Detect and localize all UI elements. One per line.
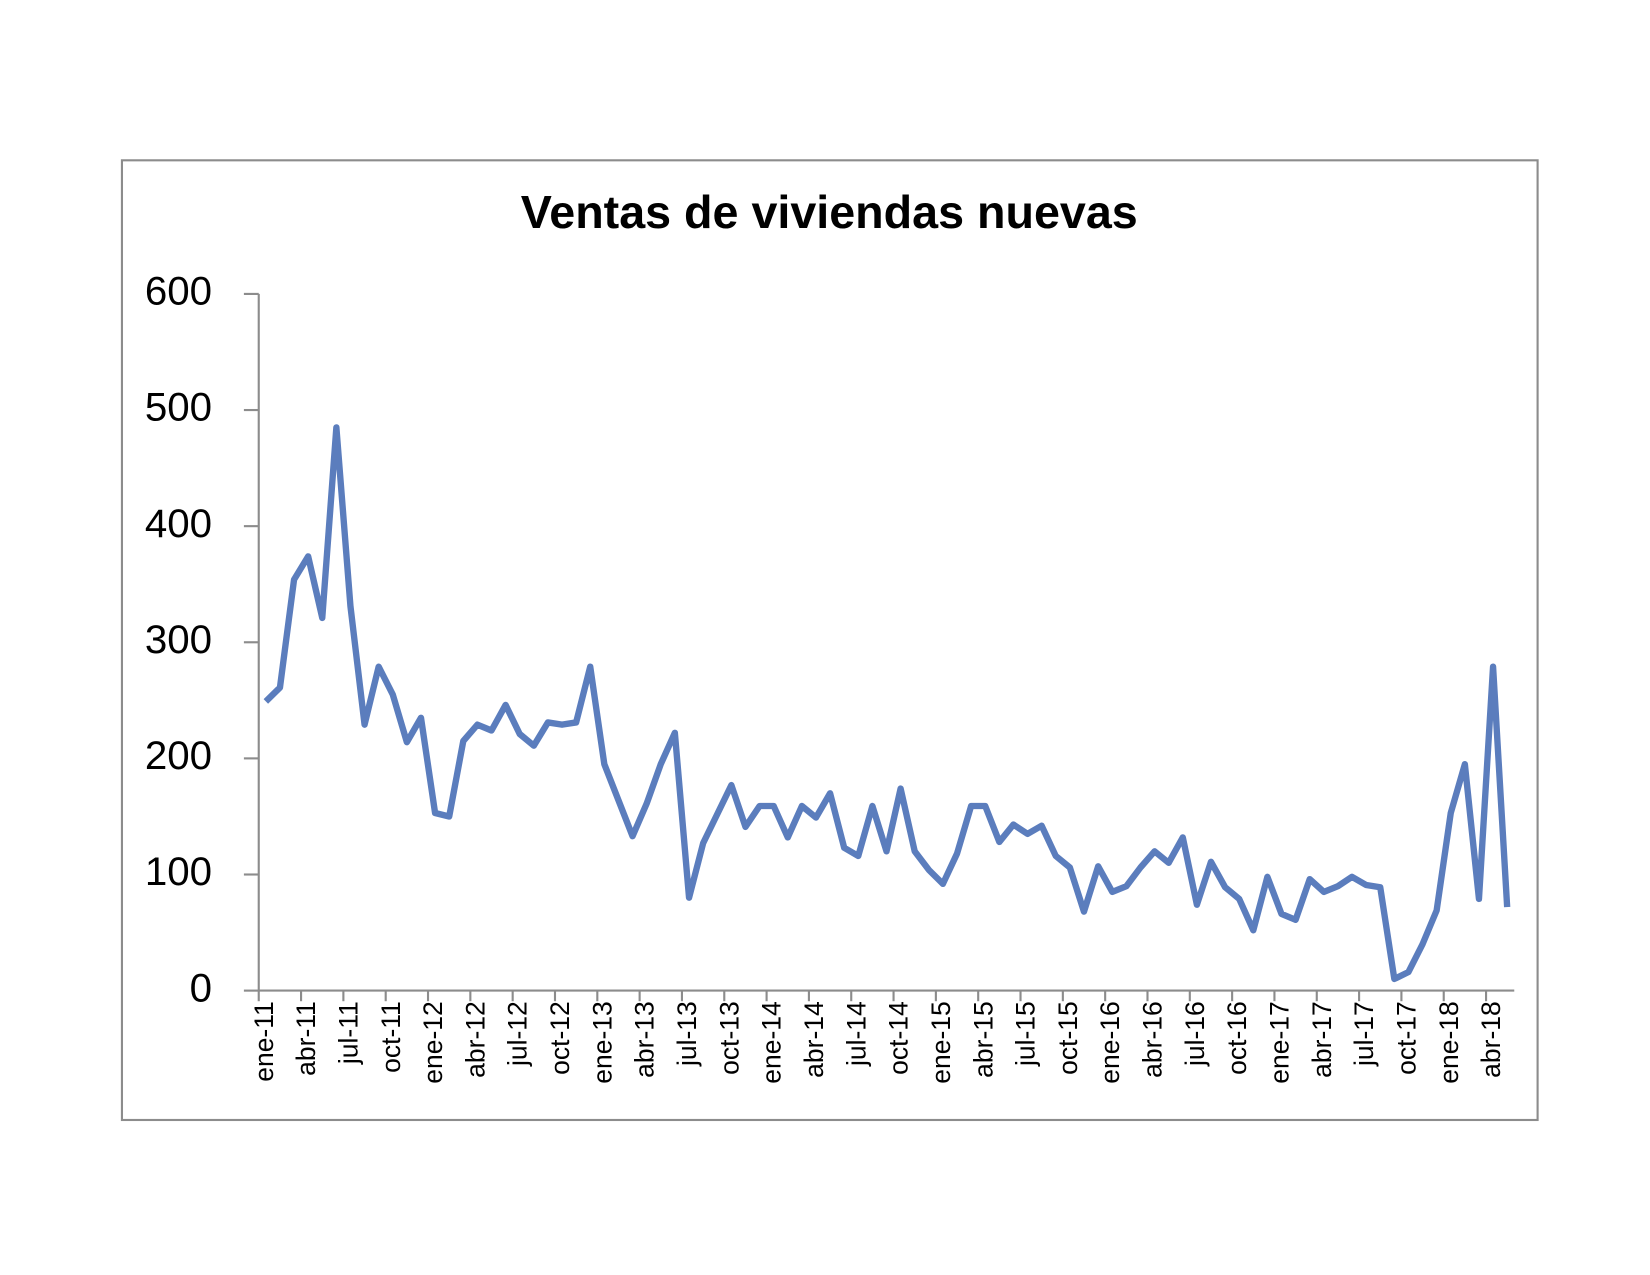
x-tick-label: ene-18 xyxy=(1434,1001,1464,1084)
x-tick-label: oct-11 xyxy=(376,1001,406,1073)
y-tick-label: 600 xyxy=(145,269,212,314)
y-tick-label: 200 xyxy=(145,733,212,778)
x-tick-label: oct-14 xyxy=(884,1001,914,1075)
x-tick-label: abr-18 xyxy=(1476,1001,1506,1078)
line-series xyxy=(263,424,1511,983)
x-tick-label: ene-12 xyxy=(418,1001,448,1084)
x-tick-label: abr-17 xyxy=(1307,1001,1337,1078)
x-tick-label: ene-15 xyxy=(926,1001,956,1084)
x-tick-label: jul-11 xyxy=(333,1001,363,1065)
x-tick-label: ene-14 xyxy=(757,1001,787,1084)
x-tick-label: oct-15 xyxy=(1053,1001,1083,1075)
y-tick-label: 300 xyxy=(145,617,212,662)
x-tick-label: abr-14 xyxy=(799,1001,829,1078)
x-tick-label: abr-13 xyxy=(630,1001,660,1078)
x-tick-label: jul-13 xyxy=(672,1001,702,1067)
x-tick-label: abr-16 xyxy=(1138,1001,1168,1078)
x-tick-label: abr-11 xyxy=(291,1001,321,1076)
y-tick-label: 500 xyxy=(145,385,212,430)
x-tick-label: oct-17 xyxy=(1391,1001,1421,1075)
x-tick-label: ene-11 xyxy=(249,1001,279,1082)
chart-title: Ventas de viviendas nuevas xyxy=(521,186,1138,238)
x-tick-label: jul-15 xyxy=(1011,1001,1041,1067)
x-tick-label: oct-13 xyxy=(714,1001,744,1075)
x-tick-label: ene-17 xyxy=(1265,1001,1295,1084)
x-tick-label: jul-16 xyxy=(1180,1001,1210,1067)
chart-frame xyxy=(120,159,1539,1122)
x-tick-label: ene-13 xyxy=(587,1001,617,1084)
x-tick-label: jul-14 xyxy=(841,1001,871,1067)
y-tick-label: 100 xyxy=(145,849,212,894)
y-tick-label: 400 xyxy=(145,501,212,546)
x-tick-label: abr-12 xyxy=(460,1001,490,1078)
x-tick-label: oct-12 xyxy=(545,1001,575,1075)
x-tick-label: jul-12 xyxy=(503,1001,533,1067)
x-tick-label: oct-16 xyxy=(1222,1001,1252,1075)
x-tick-label: jul-17 xyxy=(1349,1001,1379,1067)
x-tick-label: abr-15 xyxy=(968,1001,998,1078)
y-tick-label: 0 xyxy=(190,965,212,1010)
x-tick-label: ene-16 xyxy=(1095,1001,1125,1084)
